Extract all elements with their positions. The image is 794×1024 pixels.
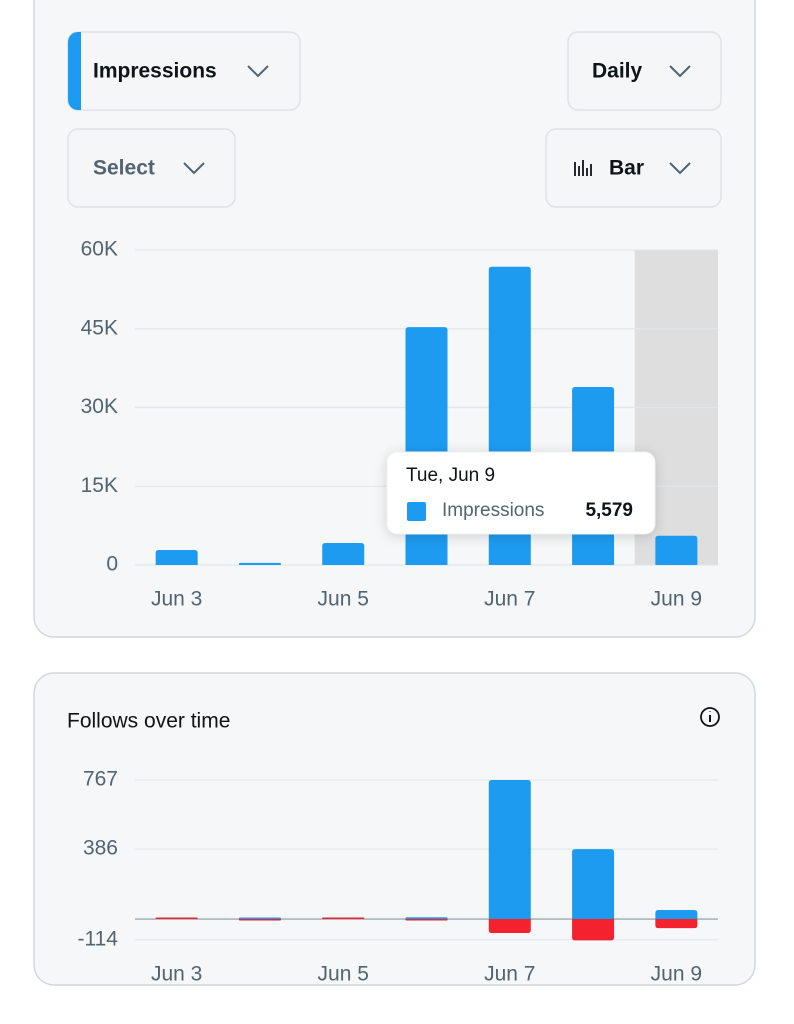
y-tick-label: 15K: [81, 474, 118, 497]
bar: [155, 549, 198, 565]
bar: [655, 919, 698, 929]
bar: [155, 917, 198, 920]
y-tick-label: 767: [83, 768, 118, 791]
bar: [405, 917, 448, 920]
chevron: [247, 65, 269, 78]
tooltip-swatch: [407, 502, 426, 521]
y-tick-label: 45K: [81, 316, 118, 339]
tooltip: Tue, Jun 9 Impressions 5,579: [386, 451, 656, 535]
x-tick-label: Jun 9: [651, 588, 702, 611]
chart-style-dropdown[interactable]: Bar: [545, 128, 722, 208]
chart-title: Follows over time: [67, 710, 230, 733]
bar: [238, 917, 281, 920]
compare-dropdown[interactable]: Select: [67, 128, 236, 208]
bar: [405, 919, 448, 921]
chevron: [183, 162, 205, 175]
dropdown-label: Impressions: [93, 60, 217, 83]
bar: [488, 780, 531, 920]
bar: [572, 849, 615, 920]
bar: [238, 919, 281, 921]
info-circle: [700, 707, 720, 727]
tooltip-title: Tue, Jun 9: [406, 465, 495, 486]
tooltip-box: [386, 451, 656, 535]
x-tick-label: Jun 3: [151, 588, 202, 611]
dropdown-box: [67, 128, 236, 208]
bar: [655, 535, 698, 565]
bar: [238, 562, 281, 565]
bar: [322, 542, 365, 565]
charts: 0 15K 30K 45K 60K Jun 3 Jun 5 Jun 7 Jun 9 Tue, Ju…: [78, 238, 718, 986]
y-tick-label: 386: [83, 837, 118, 860]
info-icon[interactable]: [700, 707, 720, 727]
x-tick-label: Jun 3: [151, 963, 202, 986]
chevron: [669, 65, 691, 78]
x-tick-label: Jun 9: [651, 963, 702, 986]
tooltip-series: Impressions: [442, 500, 544, 521]
chevron: [669, 162, 691, 175]
bar-icon: [574, 160, 592, 176]
x-tick-label: Jun 7: [484, 963, 535, 986]
y-tick-label: -114: [78, 927, 119, 950]
y-tick-label: 30K: [81, 395, 118, 418]
x-tick-label: Jun 5: [318, 963, 369, 986]
metric-dropdown[interactable]: Impressions: [67, 31, 301, 111]
bar: [488, 919, 531, 933]
x-tick-label: Jun 7: [484, 588, 535, 611]
dropdown-label: Daily: [592, 60, 643, 83]
bar: [655, 909, 698, 920]
bar: [322, 917, 365, 920]
tooltip-value: 5,579: [585, 500, 633, 521]
dropdown-box: [567, 31, 722, 111]
dropdown-box: [545, 128, 722, 208]
interval-dropdown[interactable]: Daily: [567, 31, 722, 111]
y-tick-label: 0: [106, 553, 118, 576]
series-color-strip: [68, 32, 81, 110]
x-tick-label: Jun 5: [318, 588, 369, 611]
bar: [572, 919, 615, 941]
y-tick-label: 60K: [81, 238, 118, 261]
dropdown-label: Select: [93, 157, 155, 180]
dropdown-label: Bar: [609, 157, 644, 180]
